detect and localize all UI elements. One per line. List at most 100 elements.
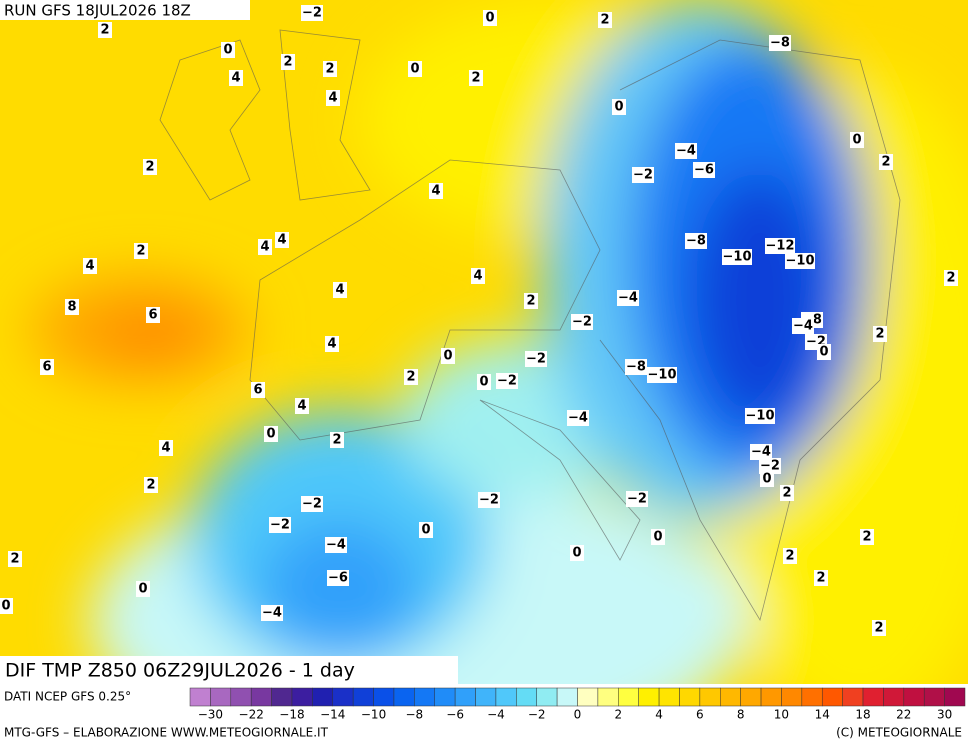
- contour-label: 2: [526, 294, 535, 309]
- contour-label-bg: [944, 270, 958, 286]
- contour-label-bg: [471, 268, 485, 284]
- contour-label-bg: [612, 99, 626, 115]
- footer-right: (C) METEOGIORNALE: [836, 726, 962, 740]
- colorbar-tick-label: 30: [937, 708, 952, 722]
- colorbar-box: [250, 687, 272, 707]
- contour-label-bg: [651, 529, 665, 545]
- contour-label-bg: [441, 348, 455, 364]
- contour-label: 2: [862, 530, 871, 545]
- colorbar-tick-label: 0: [574, 708, 582, 722]
- colorbar-tick-label: 14: [815, 708, 830, 722]
- colorbar-tick-label: 6: [696, 708, 704, 722]
- contour-label: 0: [443, 349, 452, 364]
- contour-label-bg: [330, 432, 344, 448]
- contour-label-bg: [872, 620, 886, 636]
- colorbar-box: [597, 687, 619, 707]
- contour-label: −2: [270, 518, 290, 533]
- contour-label: −8: [626, 360, 646, 375]
- colorbar-tick-label: −4: [487, 708, 505, 722]
- contour-label-bg: [146, 307, 160, 323]
- contour-label: −8: [686, 234, 706, 249]
- contour-label: −2: [526, 352, 546, 367]
- contour-label-bg: [477, 374, 491, 390]
- colorbar-box: [291, 687, 313, 707]
- contour-label: 2: [136, 244, 145, 259]
- contour-label-bg: [136, 581, 150, 597]
- colorbar-box: [332, 687, 354, 707]
- title-box: [0, 656, 458, 684]
- contour-label: −2: [627, 492, 647, 507]
- contour-label: 0: [762, 472, 771, 487]
- contour-label: 4: [85, 259, 94, 274]
- contour-label: −4: [262, 606, 282, 621]
- contour-label-bg: [261, 605, 283, 621]
- contour-label: −4: [568, 411, 588, 426]
- colorbar-box: [271, 687, 293, 707]
- contour-label: 0: [1, 599, 10, 614]
- colorbar-box: [352, 687, 374, 707]
- contour-label: −4: [676, 144, 696, 159]
- contour-label: −4: [326, 538, 346, 553]
- contour-label-bg: [327, 570, 349, 586]
- colorbar-tick-label: 22: [896, 708, 911, 722]
- colorbar-box: [638, 687, 660, 707]
- colorbar-box: [699, 687, 721, 707]
- colorbar-tick-label: 8: [737, 708, 745, 722]
- contour-label-bg: [780, 485, 794, 501]
- contour-label: 4: [161, 441, 170, 456]
- colorbar-tick-label: −14: [320, 708, 345, 722]
- contour-label-bg: [144, 477, 158, 493]
- contour-label: 6: [253, 383, 262, 398]
- colorbar-box: [842, 687, 864, 707]
- contour-label-bg: [221, 42, 235, 58]
- contour-label-bg: [143, 159, 157, 175]
- footer-left: MTG-GFS – ELABORAZIONE WWW.METEOGIORNALE…: [4, 726, 329, 740]
- contour-label: 4: [231, 71, 240, 86]
- contour-label-bg: [722, 249, 752, 265]
- run-label: RUN GFS 18JUL2026 18Z: [4, 2, 191, 20]
- colorbar-tick-label: −18: [279, 708, 304, 722]
- contour-label: −2: [302, 6, 322, 21]
- contour-label: 0: [138, 582, 147, 597]
- colorbar-box: [944, 687, 966, 707]
- colorbar-tick-label: 2: [614, 708, 622, 722]
- colorbar-box: [618, 687, 639, 707]
- contour-label-bg: [251, 382, 265, 398]
- contour-label-bg: [817, 344, 831, 360]
- contour-label-bg: [626, 491, 648, 507]
- colorbar-box: [536, 687, 558, 707]
- contour-label-bg: [264, 426, 278, 442]
- contour-label-bg: [765, 238, 795, 254]
- colorbar-box: [679, 687, 701, 707]
- contour-label: 4: [328, 91, 337, 106]
- colorbar-box: [862, 687, 884, 707]
- contour-label-bg: [567, 410, 589, 426]
- contour-label-bg: [404, 369, 418, 385]
- contour-label: −10: [723, 250, 752, 265]
- colorbar: −30 −22 −18 −14 −10 −8 −6 −4 −2 0 2 4 6 8 10 14 18 22 30: [189, 687, 966, 722]
- colorbar-box: [801, 687, 823, 707]
- contour-label: 2: [785, 549, 794, 564]
- colorbar-box: [454, 687, 476, 707]
- contour-label: 0: [485, 11, 494, 26]
- contour-label: −6: [328, 571, 348, 586]
- contour-label: 2: [406, 370, 415, 385]
- contour-label-bg: [159, 440, 173, 456]
- contour-label-bg: [229, 70, 243, 86]
- contour-label-bg: [429, 183, 443, 199]
- colorbar-tick-label: −10: [361, 708, 386, 722]
- colorbar-box: [434, 687, 456, 707]
- contour-label-bg: [323, 61, 337, 77]
- contour-label-bg: [693, 162, 715, 178]
- contour-label-bg: [685, 233, 707, 249]
- map-title: DIF TMP Z850 06Z29JUL2026 - 1 day: [5, 660, 355, 682]
- contour-label: −10: [648, 368, 677, 383]
- source-label: DATI NCEP GFS 0.25°: [4, 690, 131, 704]
- colorbar-box: [821, 687, 843, 707]
- colorbar-box: [495, 687, 517, 707]
- contour-label: 0: [266, 427, 275, 442]
- colorbar-box: [312, 687, 334, 707]
- contour-label: 0: [479, 375, 488, 390]
- contour-label-bg: [760, 471, 774, 487]
